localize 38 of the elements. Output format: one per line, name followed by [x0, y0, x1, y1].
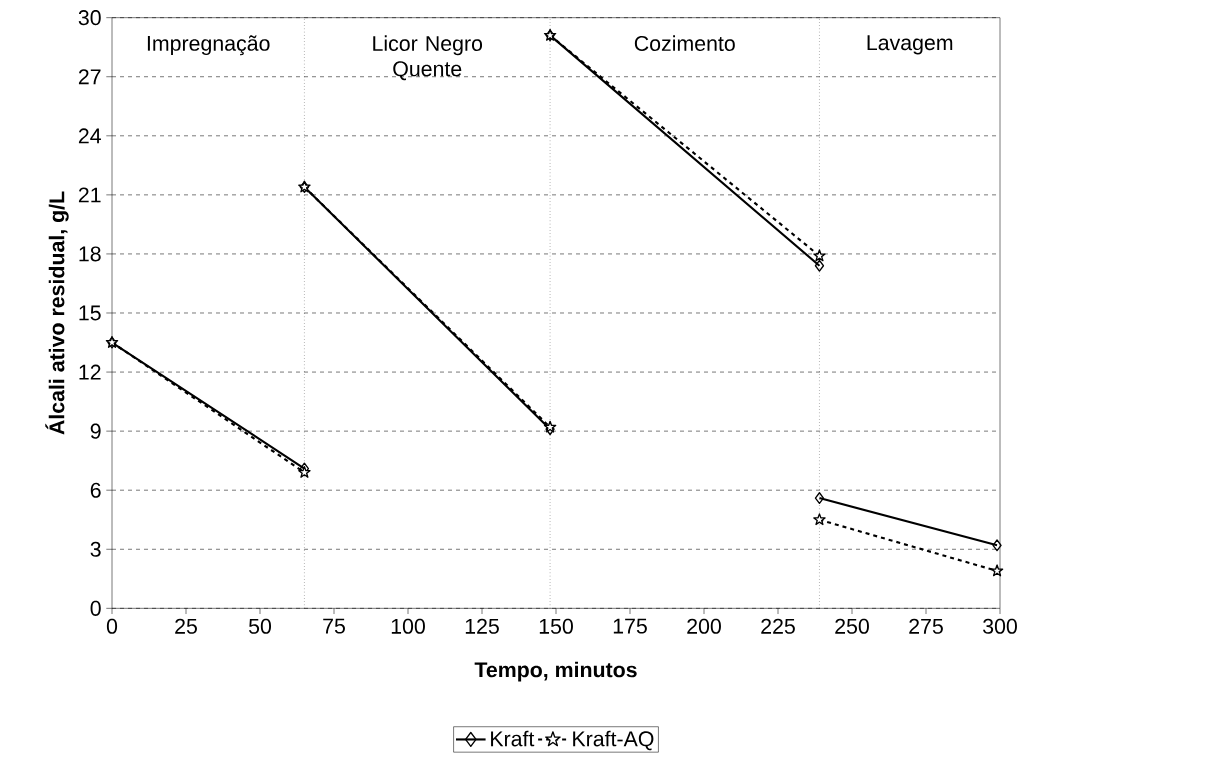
y-tick-label: 0 [90, 600, 101, 616]
x-tick-label: 275 [909, 618, 943, 634]
x-tick-label: 225 [761, 618, 795, 634]
x-axis-title: Tempo, minutos [474, 661, 637, 682]
x-tick-label: 0 [106, 618, 118, 634]
point [813, 249, 826, 262]
x-tick-label: 175 [613, 618, 647, 634]
point [813, 513, 826, 526]
point [814, 492, 825, 505]
x-tick-label: 250 [835, 618, 869, 634]
point [990, 564, 1004, 577]
annotation: Lavagem [867, 35, 953, 55]
annotation: Licor Negro Quente [373, 35, 483, 81]
point [992, 539, 1002, 552]
x-tick-label: 150 [539, 618, 573, 634]
x-tick-label: 75 [323, 618, 345, 634]
y-tick-label: 15 [79, 305, 101, 321]
y-tick-label: 27 [78, 69, 101, 85]
y-tick-label: 9 [90, 423, 101, 439]
annotation: Impregnação [147, 35, 270, 56]
legend-label: Kraft [491, 730, 535, 747]
x-tick-label: 200 [687, 618, 721, 634]
point [814, 259, 825, 272]
y-tick-label: 24 [78, 128, 101, 144]
y-tick-label: 18 [79, 246, 101, 262]
x-tick-label: 50 [249, 618, 272, 634]
y-tick-label: 12 [79, 364, 101, 380]
x-tick-label: 25 [175, 618, 197, 634]
x-tick-label: 100 [391, 618, 425, 634]
y-axis-title: Álcali ativo residual, g/L [45, 191, 69, 435]
y-tick-label: 30 [78, 10, 101, 26]
y-tick-label: 21 [78, 187, 101, 203]
annotation: Cozimento [634, 35, 735, 52]
y-tick-label: 3 [90, 541, 101, 557]
x-tick-label: 300 [983, 618, 1017, 634]
y-tick-label: 6 [90, 482, 101, 498]
legend-label: Kraft-AQ [573, 730, 654, 751]
x-tick-label: 125 [465, 618, 499, 634]
